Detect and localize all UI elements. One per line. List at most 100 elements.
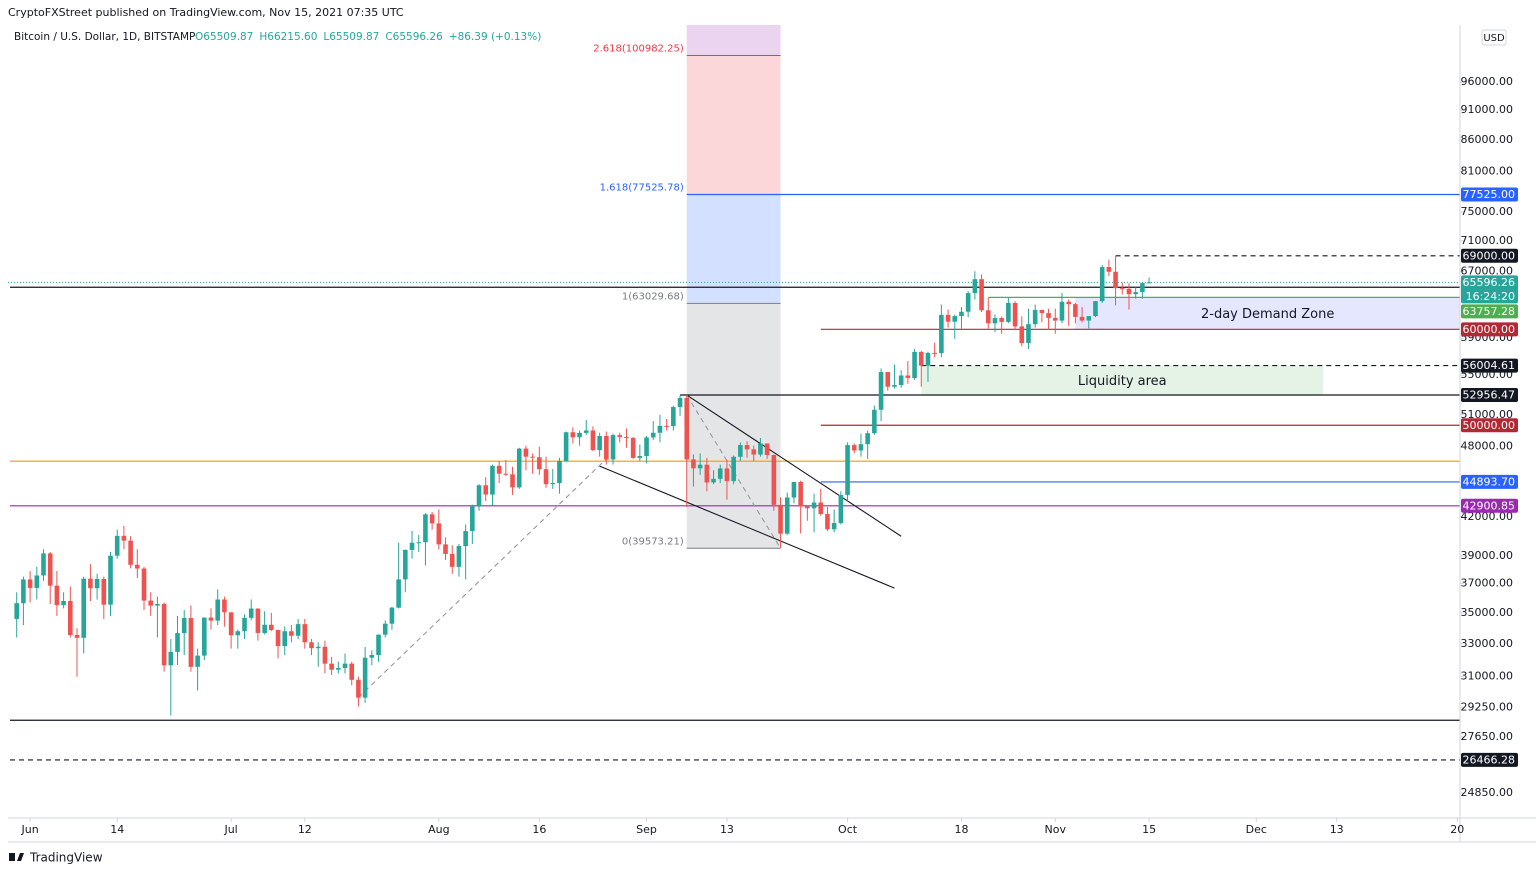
y-tick-label: 39000.00 [1461,549,1514,562]
y-tick-label: 37000.00 [1461,577,1514,590]
candle-body [282,631,288,647]
candle-body [121,535,127,541]
ohlc-value: +86.39 (+0.13%) [449,31,542,43]
candle-body [423,514,428,543]
candle-body [704,464,710,483]
candle-body [483,485,489,495]
candle-body [175,633,180,652]
candle-body [47,553,53,586]
candle-body [128,540,133,565]
price-label: 26466.28 [1463,753,1516,766]
candle-body [490,465,495,495]
zone-label: 2-day Demand Zone [1201,307,1334,322]
candle-body [1140,283,1145,293]
price-label-box [1461,752,1518,767]
candle-body [463,531,468,547]
candle-body [664,425,669,427]
candle-body [550,483,556,485]
price-label-box [1461,474,1518,489]
currency-box[interactable] [1481,29,1507,46]
candle-body [738,445,743,457]
x-tick-label: Dec [1246,823,1267,836]
price-label: 56004.61 [1463,359,1516,372]
candle-body [865,433,870,445]
candle-body [717,468,723,479]
candle-body [939,314,944,354]
candle-body [74,634,80,638]
candle-body [81,578,87,638]
candle-body [697,464,703,469]
candle-body [831,523,837,530]
candle-body [791,481,797,498]
trendline [358,458,607,698]
candle-body [691,459,696,469]
candle-body [369,654,375,658]
price-label: 60000.00 [1463,323,1516,336]
x-tick-label: 13 [720,823,734,836]
fib-band [686,25,781,56]
candle-body [362,657,368,698]
price-label-box [1461,248,1518,263]
candle-body [389,607,395,624]
candle-body [610,435,616,460]
candle-body [543,469,549,485]
x-tick-label: 14 [110,823,124,836]
price-label: 16:24:20 [1466,290,1515,303]
candle-body [590,430,596,451]
y-tick-label: 48000.00 [1461,440,1514,453]
candle-body [101,578,107,605]
x-tick-label: 20 [1450,823,1464,836]
candle-body [563,432,569,461]
fib-label: 0(39573.21) [622,536,684,547]
candle-body [751,449,757,455]
candle-body [168,651,174,666]
candle-body [309,642,314,649]
candle-body [416,542,422,544]
candle-body [959,311,964,317]
candle-body [456,546,462,567]
price-label-box [1461,498,1518,513]
x-tick-label: Aug [428,823,449,836]
candle-body [677,397,683,408]
zone [921,365,1324,396]
candle-body [449,553,455,567]
ohlc-value: O65509.87 [195,31,253,43]
candle-body [537,457,542,470]
candle-body [403,549,408,580]
symbol-legend: Bitcoin / U.S. Dollar, 1D, BITSTAMP [14,31,195,43]
candle-body [892,385,897,387]
currency[interactable]: USD [1483,33,1505,44]
candle-body [409,542,415,550]
candle-body [155,603,160,606]
y-tick-label: 81000.00 [1461,164,1514,177]
x-tick-label: Jun [21,823,39,836]
candle-body [711,478,716,483]
fib-label: 1(63029.68) [622,291,684,302]
candle-body [376,634,381,655]
candle-body [289,631,294,636]
candle-body [918,351,924,366]
candle-body [436,523,442,545]
x-tick-label: 13 [1330,823,1344,836]
x-tick-label: 12 [298,823,312,836]
candle-body [557,460,562,484]
trendline [686,394,782,549]
ohlc-value: H66215.60 [259,31,317,43]
candle-body [396,579,401,608]
candle-body [771,455,777,505]
candle-body [315,646,321,649]
candle-body [858,444,864,451]
candle-body [248,608,254,618]
ohlc-value: L65509.87 [323,31,379,43]
publish-header: CryptoFXStreet published on TradingView.… [8,6,404,19]
candle-body [295,624,301,636]
candle-body [1146,282,1152,284]
candle-body [650,432,656,438]
candle-body [798,481,803,507]
y-tick-label: 27650.00 [1461,730,1514,743]
candle-body [41,553,46,576]
candle-body [825,513,830,530]
price-label-box [1461,275,1518,304]
x-tick-label: Sep [636,823,657,836]
